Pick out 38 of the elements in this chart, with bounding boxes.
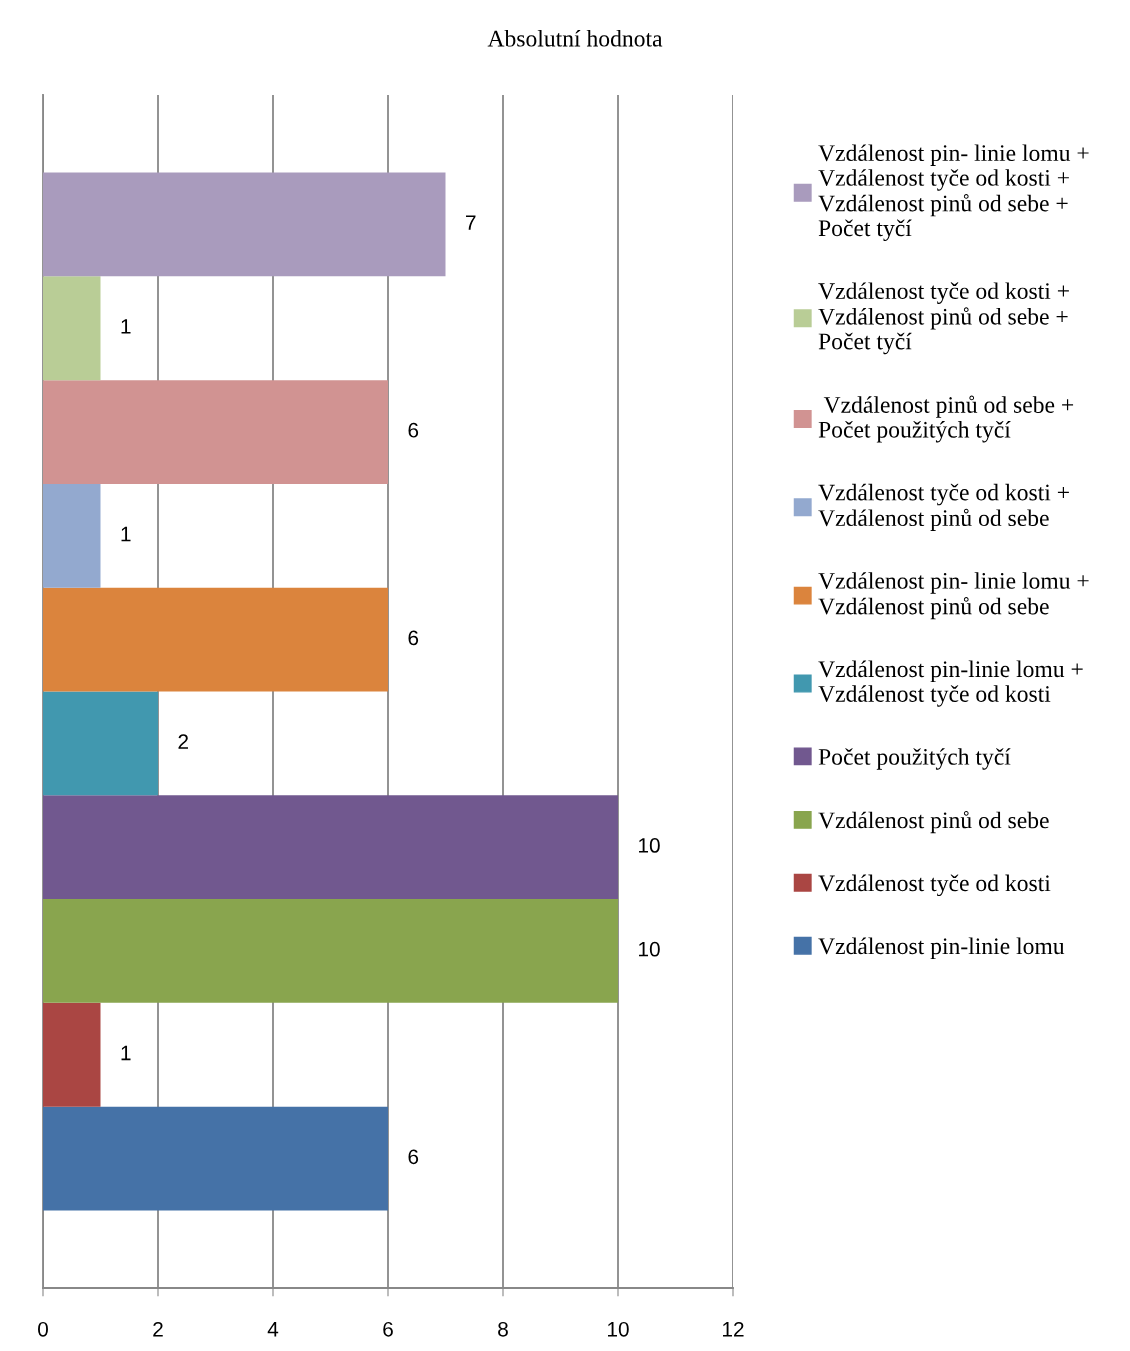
- bar: [43, 172, 446, 277]
- x-tick-label: 4: [267, 1322, 279, 1337]
- legend-label: Vzdálenost pinů od sebe + Počet použitých tyčí: [818, 395, 1074, 443]
- bar: [43, 380, 388, 484]
- bar: [43, 795, 618, 900]
- x-tick-label: 10: [608, 1321, 629, 1337]
- bar: [43, 1002, 101, 1107]
- legend-label: Vzdálenost pinů od sebe: [818, 811, 1049, 834]
- data-label: 1: [121, 526, 131, 542]
- x-tick-label: 8: [498, 1321, 508, 1337]
- legend-label: Počet použitých tyčí: [818, 748, 1011, 770]
- legend-label: Vzdálenost tyče od kosti + Vzdálenost pinů od sebe: [818, 483, 1069, 531]
- legend-label: Vzdálenost pin-linie lomu + Vzdálenost tyče od kosti: [818, 660, 1083, 707]
- legend-label: Vzdálenost pin- linie lomu + Vzdálenost pinů od sebe: [818, 572, 1089, 620]
- data-label: 2: [178, 734, 188, 749]
- legend-label: Vzdálenost tyče od kosti + Vzdálenost pinů od sebe + Počet tyčí: [818, 282, 1069, 355]
- bar: [43, 483, 101, 588]
- data-label: 1: [121, 1045, 131, 1061]
- data-label: 1: [121, 319, 131, 334]
- data-label: 7: [466, 215, 476, 230]
- bar: [43, 587, 388, 692]
- bar: [43, 276, 101, 381]
- x-tick-label: 6: [383, 1321, 393, 1337]
- legend-label: Vzdálenost pin- linie lomu + Vzdálenost tyče od kosti + Vzdálenost pinů od sebe + Počet tyčí: [818, 144, 1089, 242]
- data-label: 10: [639, 838, 660, 853]
- x-tick-label: 12: [723, 1321, 744, 1337]
- chart-title: Absolutní hodnota: [487, 29, 663, 47]
- bar: [43, 899, 618, 1003]
- bar: [43, 691, 158, 796]
- x-tick-label: 2: [153, 1321, 163, 1337]
- data-label: 6: [408, 1149, 419, 1165]
- data-label: 6: [408, 630, 419, 646]
- legend-label: Vzdálenost pin-linie lomu: [818, 937, 1065, 959]
- data-label: 6: [408, 422, 419, 438]
- data-label: 10: [639, 941, 660, 957]
- legend-label: Vzdálenost tyče od kosti: [818, 874, 1051, 897]
- x-tick-label: 0: [38, 1321, 48, 1337]
- bar: [43, 1106, 388, 1211]
